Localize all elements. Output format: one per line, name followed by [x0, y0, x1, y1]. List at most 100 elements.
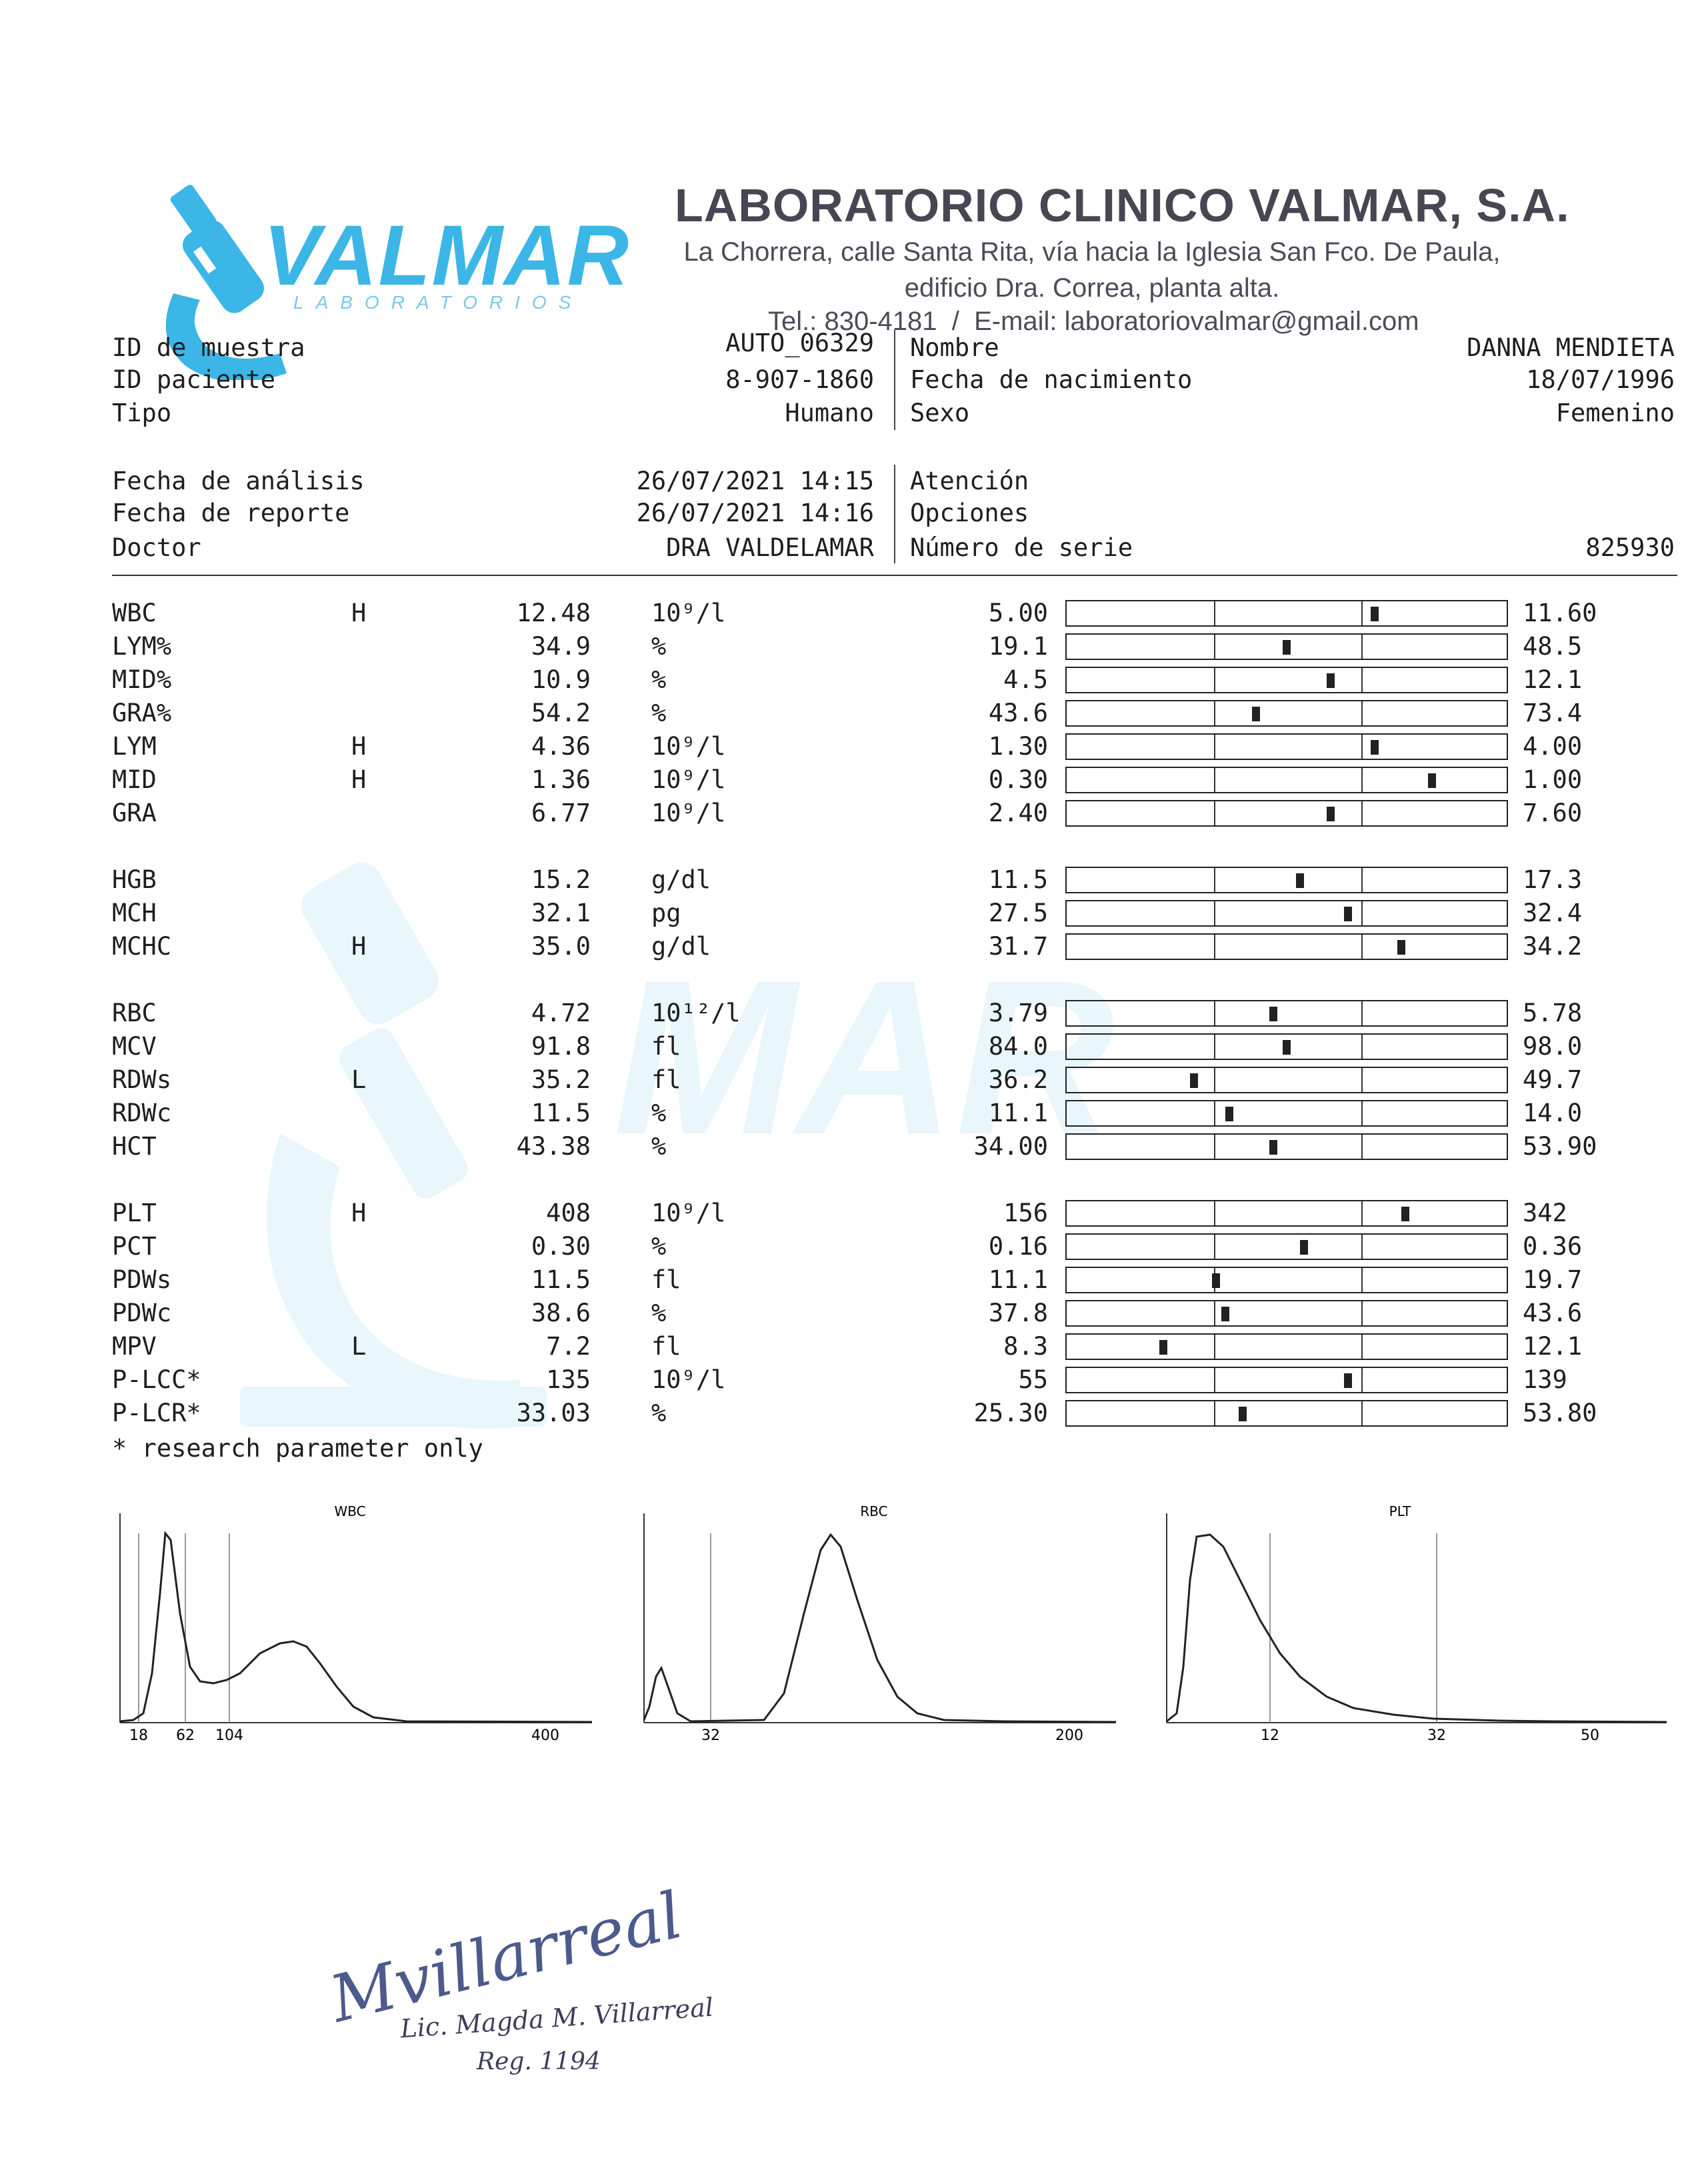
- result-range-bar: [1065, 1367, 1508, 1393]
- range-tick: [1361, 935, 1363, 959]
- range-tick: [1214, 1368, 1215, 1392]
- result-value: 408: [546, 1199, 591, 1227]
- result-range-bar: [1065, 600, 1508, 627]
- result-unit: g/dl: [651, 932, 711, 961]
- result-unit: %: [651, 1399, 667, 1427]
- range-tick: [1214, 1401, 1215, 1425]
- result-name: MPV: [112, 1332, 157, 1361]
- result-value: 11.5: [531, 1265, 591, 1294]
- result-ref-low: 5.00: [988, 599, 1048, 627]
- result-ref-low: 31.7: [988, 932, 1048, 961]
- result-marker: [1327, 673, 1335, 688]
- result-name: HGB: [112, 865, 157, 894]
- lab-logo: VALMAR LABORATORIOS: [153, 180, 629, 387]
- result-unit: 10⁹/l: [651, 1199, 726, 1227]
- tick-label: 18: [129, 1727, 148, 1744]
- range-tick: [1361, 1001, 1363, 1025]
- result-ref-high: 7.60: [1523, 799, 1583, 827]
- result-ref-low: 34.00: [973, 1132, 1048, 1161]
- result-name: P-LCC*: [112, 1365, 201, 1394]
- range-tick: [1214, 1001, 1215, 1025]
- range-tick: [1214, 635, 1215, 659]
- name-label: Nombre: [910, 333, 999, 362]
- result-ref-high: 19.7: [1523, 1265, 1583, 1294]
- result-ref-low: 0.16: [988, 1232, 1048, 1261]
- range-tick: [1361, 1301, 1363, 1325]
- result-range-bar: [1065, 667, 1508, 693]
- tick-label: 62: [176, 1727, 195, 1744]
- result-ref-high: 4.00: [1523, 732, 1583, 761]
- range-tick: [1361, 1035, 1363, 1059]
- result-ref-high: 11.60: [1523, 599, 1597, 627]
- result-value: 7.2: [546, 1332, 591, 1361]
- tick-label: 104: [215, 1727, 243, 1744]
- result-ref-high: 32.4: [1523, 899, 1583, 927]
- result-marker: [1239, 1407, 1247, 1421]
- result-name: MCV: [112, 1032, 157, 1061]
- type-label: Tipo: [112, 399, 172, 427]
- name-value: DANNA MENDIETA: [1467, 333, 1675, 362]
- range-tick: [1361, 601, 1363, 625]
- result-unit: %: [651, 665, 667, 694]
- doctor-label: Doctor: [112, 533, 201, 562]
- result-ref-high: 12.1: [1523, 665, 1583, 694]
- range-tick: [1361, 801, 1363, 825]
- result-range-bar: [1065, 1300, 1508, 1327]
- result-marker: [1159, 1340, 1167, 1355]
- result-range-bar: [1065, 767, 1508, 793]
- result-flag: H: [351, 932, 367, 961]
- svg-text:MAR: MAR: [613, 934, 1115, 1180]
- result-name: GRA%: [112, 699, 172, 727]
- range-tick: [1214, 1135, 1215, 1159]
- result-marker: [1252, 707, 1260, 721]
- result-name: PDWc: [112, 1299, 172, 1327]
- microscope-icon: [165, 185, 287, 380]
- result-unit: 10⁹/l: [651, 732, 726, 761]
- result-ref-low: 37.8: [988, 1299, 1048, 1327]
- range-tick: [1214, 1301, 1215, 1325]
- result-flag: H: [351, 1199, 367, 1227]
- result-flag: L: [351, 1332, 367, 1361]
- result-name: MID%: [112, 665, 172, 694]
- result-name: PCT: [112, 1232, 157, 1261]
- result-unit: pg: [651, 899, 681, 927]
- result-ref-low: 4.5: [1003, 665, 1048, 694]
- result-ref-high: 53.80: [1523, 1399, 1597, 1427]
- sex-label: Sexo: [910, 399, 970, 427]
- result-range-bar: [1065, 1100, 1508, 1127]
- result-value: 35.2: [531, 1065, 591, 1094]
- result-ref-low: 3.79: [988, 999, 1048, 1027]
- header-separator: [112, 575, 1677, 576]
- result-range-bar: [1065, 1133, 1508, 1160]
- result-ref-high: 342: [1523, 1199, 1567, 1227]
- result-ref-low: 0.30: [988, 765, 1048, 794]
- result-ref-low: 11.1: [988, 1099, 1048, 1127]
- result-name: LYM%: [112, 632, 172, 661]
- range-tick: [1361, 1401, 1363, 1425]
- result-marker: [1300, 1240, 1308, 1255]
- result-name: P-LCR*: [112, 1399, 201, 1427]
- type-value: Humano: [785, 399, 874, 427]
- result-marker: [1327, 807, 1335, 821]
- result-unit: 10¹²/l: [651, 999, 741, 1027]
- patient-id-label: ID paciente: [112, 365, 276, 394]
- result-ref-low: 2.40: [988, 799, 1048, 827]
- result-marker: [1269, 1140, 1277, 1155]
- result-ref-low: 84.0: [988, 1032, 1048, 1061]
- result-value: 1.36: [531, 765, 591, 794]
- tick-label: 200: [1055, 1727, 1083, 1744]
- result-ref-low: 1.30: [988, 732, 1048, 761]
- sample-id-value: AUTO_06329: [725, 329, 874, 357]
- result-range-bar: [1065, 633, 1508, 660]
- range-tick: [1214, 668, 1215, 692]
- attention-label: Atención: [910, 467, 1029, 495]
- result-ref-high: 12.1: [1523, 1332, 1583, 1361]
- result-ref-low: 11.5: [988, 865, 1048, 894]
- tick-label: 32: [701, 1727, 720, 1744]
- result-ref-low: 36.2: [988, 1065, 1048, 1094]
- range-tick: [1361, 1201, 1363, 1225]
- result-range-bar: [1065, 1333, 1508, 1360]
- result-marker: [1397, 940, 1405, 955]
- result-range-bar: [1065, 900, 1508, 927]
- result-range-bar: [1065, 1033, 1508, 1060]
